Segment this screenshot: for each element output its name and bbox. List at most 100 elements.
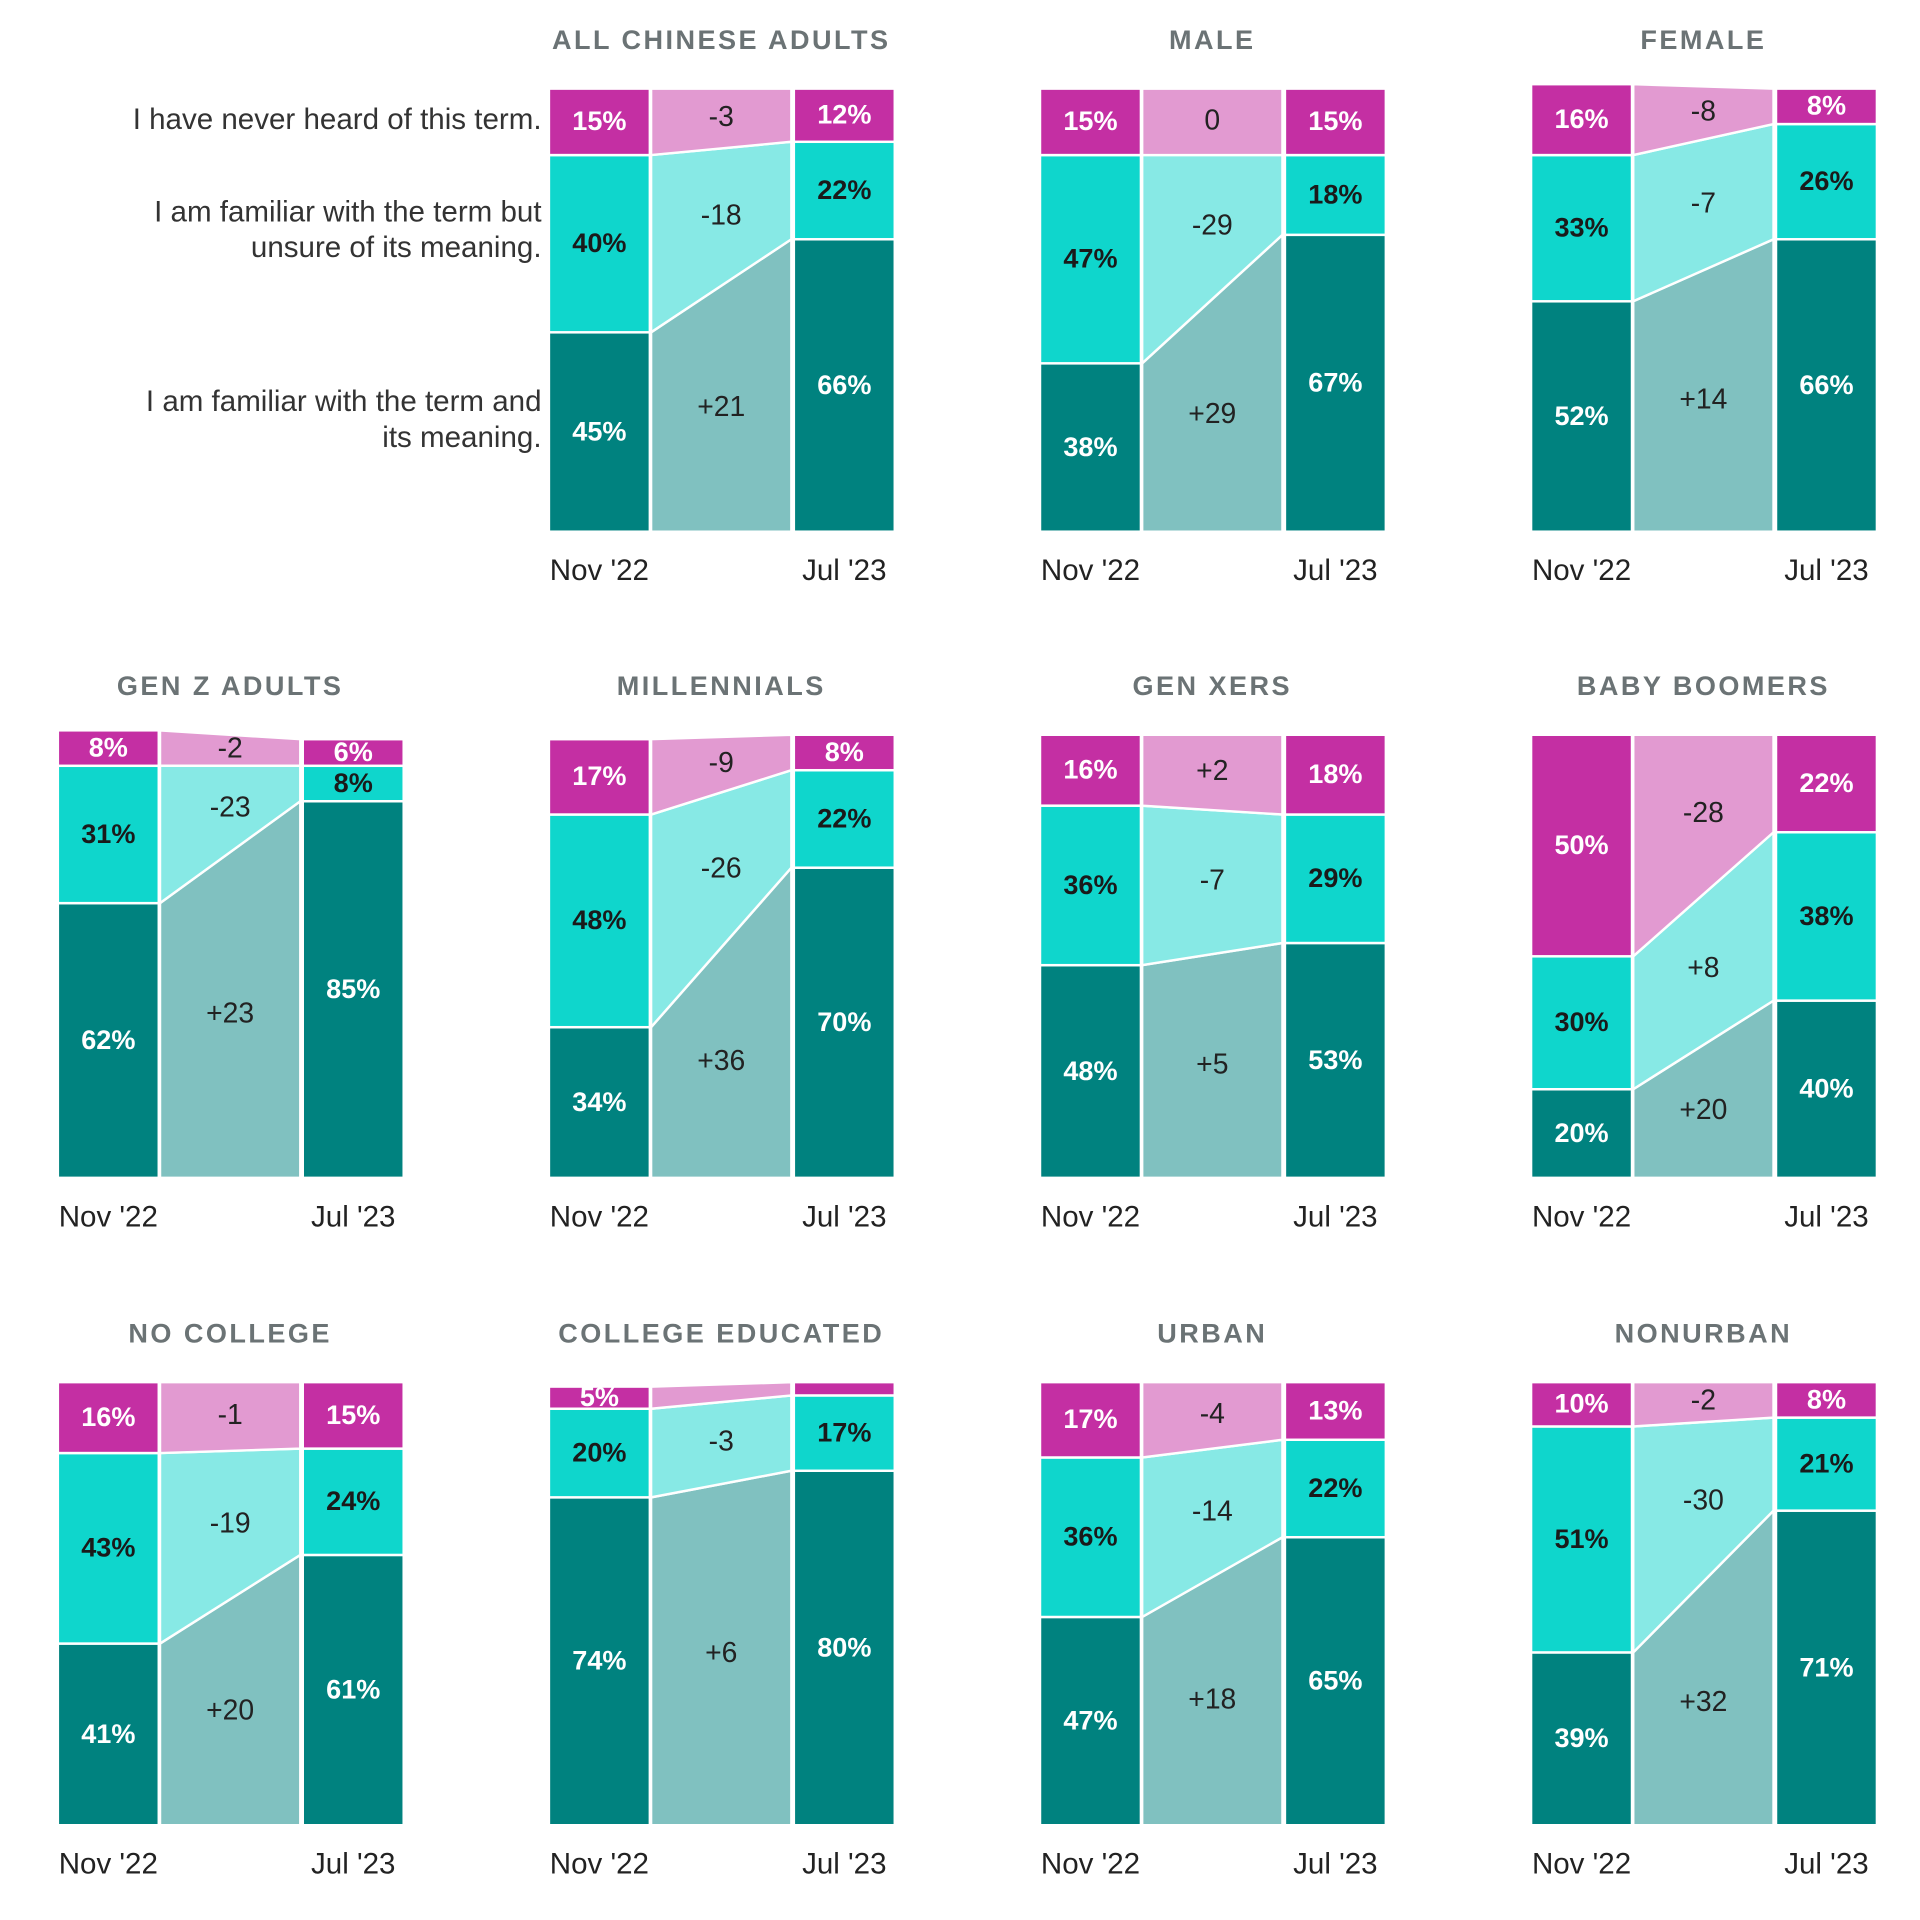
bar-segment bbox=[56, 764, 160, 905]
value-label: 51% bbox=[1554, 1523, 1608, 1554]
value-label: 67% bbox=[1308, 367, 1362, 398]
bar-segment bbox=[1038, 804, 1143, 967]
change-label: -2 bbox=[218, 732, 243, 764]
bar-segment bbox=[792, 238, 896, 533]
bar-segment bbox=[1774, 87, 1879, 126]
bar-segment bbox=[1529, 733, 1634, 958]
change-label: -9 bbox=[709, 746, 734, 778]
bar-segment bbox=[1283, 153, 1388, 237]
value-label: 6% bbox=[334, 736, 373, 767]
change-label: -7 bbox=[1200, 864, 1225, 896]
panel-title: ALL CHINESE ADULTS bbox=[552, 24, 891, 55]
bar-segment bbox=[1774, 831, 1879, 1002]
x-tick-label: Jul '23 bbox=[311, 1848, 395, 1881]
value-label: 62% bbox=[81, 1024, 135, 1055]
value-label: 31% bbox=[81, 818, 135, 849]
value-label: 12% bbox=[817, 99, 871, 130]
bar-segment bbox=[1774, 238, 1879, 533]
value-label: 13% bbox=[1308, 1394, 1362, 1425]
bar-segment bbox=[1283, 1535, 1388, 1827]
change-label: -18 bbox=[701, 199, 742, 231]
x-tick-label: Nov '22 bbox=[59, 1848, 158, 1881]
bar-segment bbox=[547, 331, 652, 533]
panel-title: NONURBAN bbox=[1615, 1318, 1793, 1349]
legend-label: I have never heard of this term. bbox=[132, 102, 542, 136]
value-label: 8% bbox=[89, 731, 128, 762]
value-label: 22% bbox=[817, 174, 871, 205]
value-label: 65% bbox=[1308, 1665, 1362, 1696]
change-label: +20 bbox=[206, 1694, 254, 1726]
legend-item: I am familiar with the term and its mean… bbox=[146, 385, 542, 454]
value-label: 17% bbox=[1063, 1403, 1117, 1434]
change-label: +5 bbox=[1196, 1047, 1228, 1079]
value-label: 40% bbox=[1799, 1073, 1853, 1104]
panel-title: GEN XERS bbox=[1133, 670, 1293, 701]
x-tick-label: Jul '23 bbox=[802, 1200, 886, 1233]
change-label: +14 bbox=[1679, 382, 1727, 414]
bar-segment bbox=[301, 799, 405, 1180]
change-label: +36 bbox=[697, 1044, 745, 1076]
value-label: 29% bbox=[1308, 862, 1362, 893]
change-label: +2 bbox=[1196, 754, 1228, 786]
bar-segment bbox=[792, 733, 896, 772]
bar-segment bbox=[1283, 87, 1388, 157]
bar-segment bbox=[1038, 362, 1143, 533]
change-label: -8 bbox=[1691, 94, 1716, 126]
x-tick-label: Nov '22 bbox=[1532, 554, 1631, 587]
bar-segment bbox=[1529, 1380, 1634, 1428]
value-label: 38% bbox=[1063, 431, 1117, 462]
panel-title: GEN Z ADULTS bbox=[117, 670, 343, 701]
value-label: 16% bbox=[81, 1401, 135, 1432]
bar-segment bbox=[1038, 1456, 1143, 1619]
bar-segment bbox=[792, 1469, 896, 1827]
bar-segment bbox=[56, 1380, 160, 1455]
value-label: 24% bbox=[326, 1485, 380, 1516]
x-tick-label: Jul '23 bbox=[1293, 1200, 1377, 1233]
bar-segment bbox=[1774, 999, 1879, 1180]
value-label: 43% bbox=[81, 1532, 135, 1563]
bar-segment bbox=[547, 813, 652, 1029]
bar-segment bbox=[301, 1553, 405, 1827]
value-label: 41% bbox=[81, 1718, 135, 1749]
x-tick-label: Nov '22 bbox=[550, 554, 649, 587]
bar-segment bbox=[1529, 955, 1634, 1091]
legend-label: I am familiar with the term but unsure o… bbox=[154, 195, 542, 265]
x-tick-label: Nov '22 bbox=[1532, 1848, 1631, 1881]
change-label: -3 bbox=[709, 1425, 734, 1457]
value-label: 38% bbox=[1799, 900, 1853, 931]
change-label: -23 bbox=[210, 790, 251, 822]
value-label: 15% bbox=[1308, 105, 1362, 136]
value-label: 66% bbox=[817, 369, 871, 400]
value-label: 52% bbox=[1554, 400, 1608, 431]
value-label: 16% bbox=[1063, 754, 1117, 785]
change-label: -1 bbox=[218, 1398, 243, 1430]
value-label: 39% bbox=[1554, 1722, 1608, 1753]
change-label: -2 bbox=[1691, 1384, 1716, 1416]
value-label: 17% bbox=[817, 1416, 871, 1447]
value-label: 17% bbox=[572, 760, 626, 791]
bar-segment bbox=[792, 87, 896, 144]
change-label: +23 bbox=[206, 996, 254, 1028]
bar-segment bbox=[301, 737, 405, 768]
value-label: 8% bbox=[334, 767, 373, 798]
value-label: 36% bbox=[1063, 1521, 1117, 1552]
panel-title: MALE bbox=[1169, 24, 1256, 55]
bar-segment bbox=[1038, 153, 1143, 365]
change-label: 0 bbox=[1204, 103, 1220, 135]
x-tick-label: Jul '23 bbox=[802, 554, 886, 587]
value-label: 80% bbox=[817, 1631, 871, 1662]
change-label: +20 bbox=[1679, 1093, 1727, 1125]
bar-segment bbox=[547, 1407, 652, 1499]
value-label: 10% bbox=[1554, 1388, 1608, 1419]
x-tick-label: Jul '23 bbox=[1293, 1848, 1377, 1881]
bar-segment bbox=[547, 87, 652, 157]
change-label: -28 bbox=[1683, 796, 1724, 828]
change-label: -7 bbox=[1691, 186, 1716, 218]
value-label: 74% bbox=[572, 1645, 626, 1676]
value-label: 20% bbox=[1554, 1117, 1608, 1148]
bar-segment bbox=[1774, 733, 1879, 834]
bar-segment bbox=[547, 1025, 652, 1180]
x-tick-label: Jul '23 bbox=[1784, 554, 1868, 587]
value-label: 66% bbox=[1799, 369, 1853, 400]
